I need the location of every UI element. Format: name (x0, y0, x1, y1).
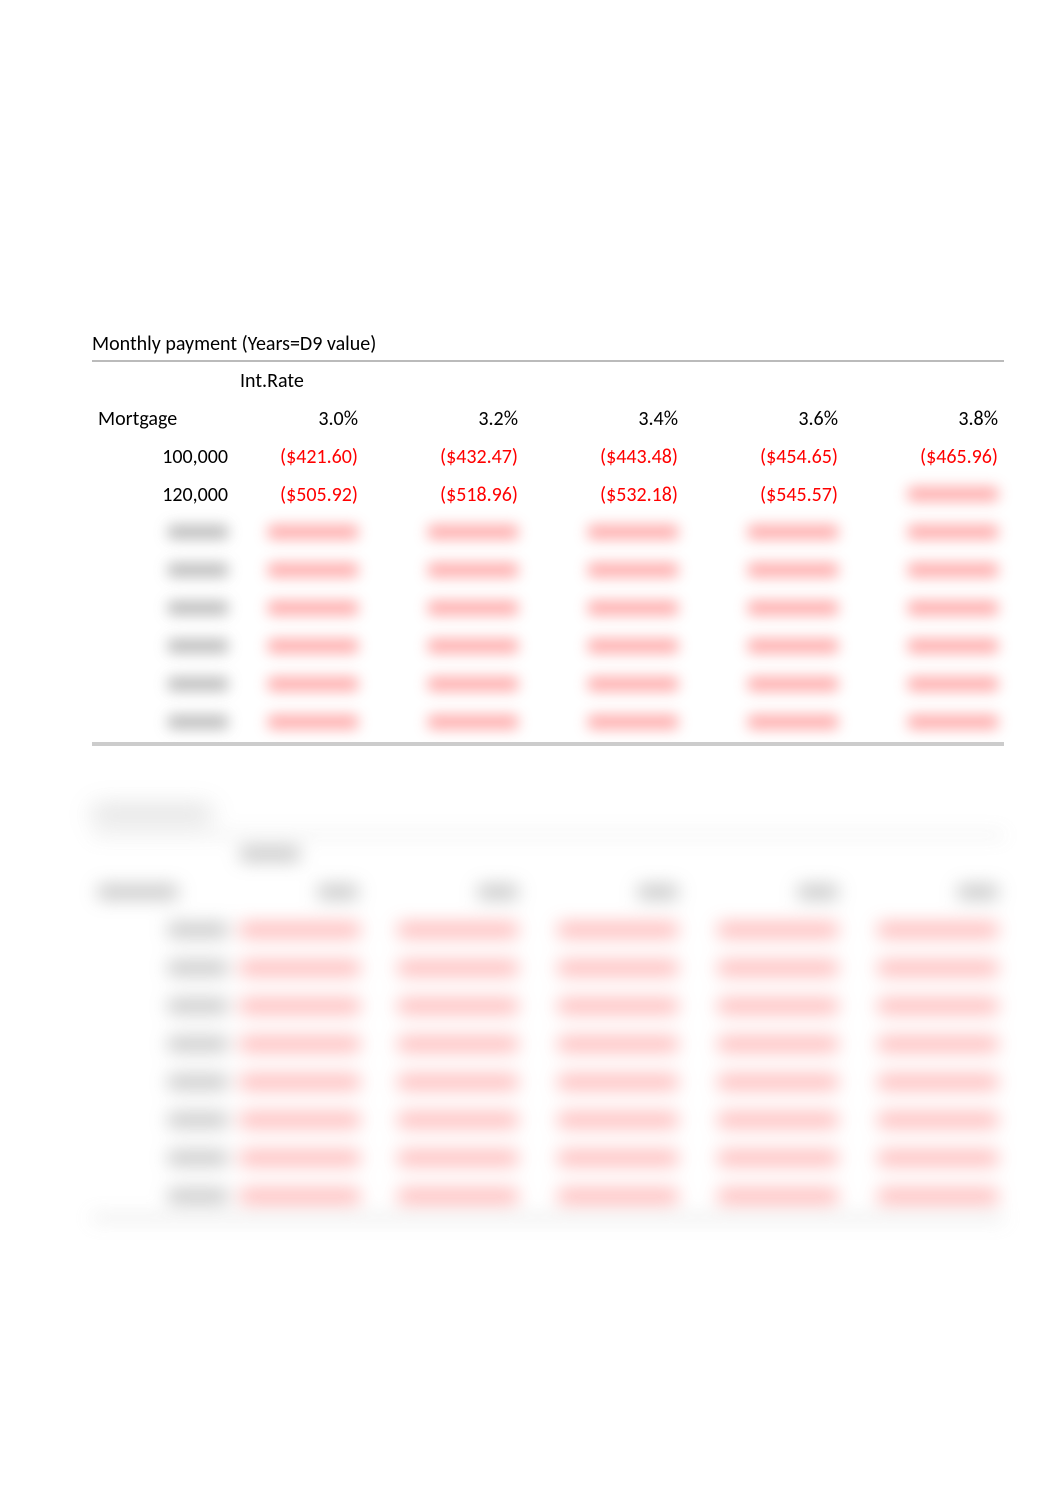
table2-title-blurred (92, 806, 212, 822)
table-row-blurred (92, 552, 1004, 590)
table1-header-row-1: Int.Rate (92, 361, 1004, 400)
payment-cell-blurred (844, 476, 1004, 514)
total-payment-table-block (92, 806, 1004, 1220)
table1-blurred-rows (92, 514, 1004, 744)
monthly-payment-table-block: Monthly payment (Years=D9 value) Int.Rat… (92, 332, 1004, 746)
payment-cell: ($432.47) (364, 438, 524, 476)
table1-header-row-2: Mortgage 3.0% 3.2% 3.4% 3.6% 3.8% (92, 400, 1004, 438)
payment-cell: ($505.92) (234, 476, 364, 514)
payment-cell: ($518.96) (364, 476, 524, 514)
table-row-blurred (92, 1026, 1004, 1064)
payment-cell: ($532.18) (524, 476, 684, 514)
table-row-blurred (92, 628, 1004, 666)
mortgage-header: Mortgage (92, 400, 234, 438)
table2-blurred-rows (92, 912, 1004, 1218)
rate-col-2: 3.4% (524, 400, 684, 438)
table1: Int.Rate Mortgage 3.0% 3.2% 3.4% 3.6% 3.… (92, 360, 1004, 746)
rate-col-0: 3.0% (234, 400, 364, 438)
int-rate-header: Int.Rate (234, 361, 364, 400)
page: Monthly payment (Years=D9 value) Int.Rat… (0, 0, 1062, 1220)
payment-cell: ($421.60) (234, 438, 364, 476)
table-row: 120,000 ($505.92) ($518.96) ($532.18) ($… (92, 476, 1004, 514)
table2 (92, 834, 1004, 1220)
table-row-blurred (92, 912, 1004, 950)
payment-cell: ($465.96) (844, 438, 1004, 476)
table-row-blurred (92, 666, 1004, 704)
table-row-blurred (92, 590, 1004, 628)
mortgage-cell: 120,000 (92, 476, 234, 514)
table1-title: Monthly payment (Years=D9 value) (92, 332, 1004, 356)
rate-col-1: 3.2% (364, 400, 524, 438)
table-row-blurred (92, 950, 1004, 988)
mortgage-cell: 100,000 (92, 438, 234, 476)
table-row-blurred (92, 704, 1004, 744)
table-row-blurred (92, 1064, 1004, 1102)
rate-col-4: 3.8% (844, 400, 1004, 438)
table-row-blurred (92, 1178, 1004, 1218)
table-row: 100,000 ($421.60) ($432.47) ($443.48) ($… (92, 438, 1004, 476)
table2-header-row-1 (92, 835, 1004, 874)
table2-header-row-2 (92, 874, 1004, 912)
table-row-blurred (92, 1102, 1004, 1140)
table-row-blurred (92, 1140, 1004, 1178)
table-row-blurred (92, 988, 1004, 1026)
rate-col-3: 3.6% (684, 400, 844, 438)
table-row-blurred (92, 514, 1004, 552)
payment-cell: ($545.57) (684, 476, 844, 514)
payment-cell: ($454.65) (684, 438, 844, 476)
payment-cell: ($443.48) (524, 438, 684, 476)
